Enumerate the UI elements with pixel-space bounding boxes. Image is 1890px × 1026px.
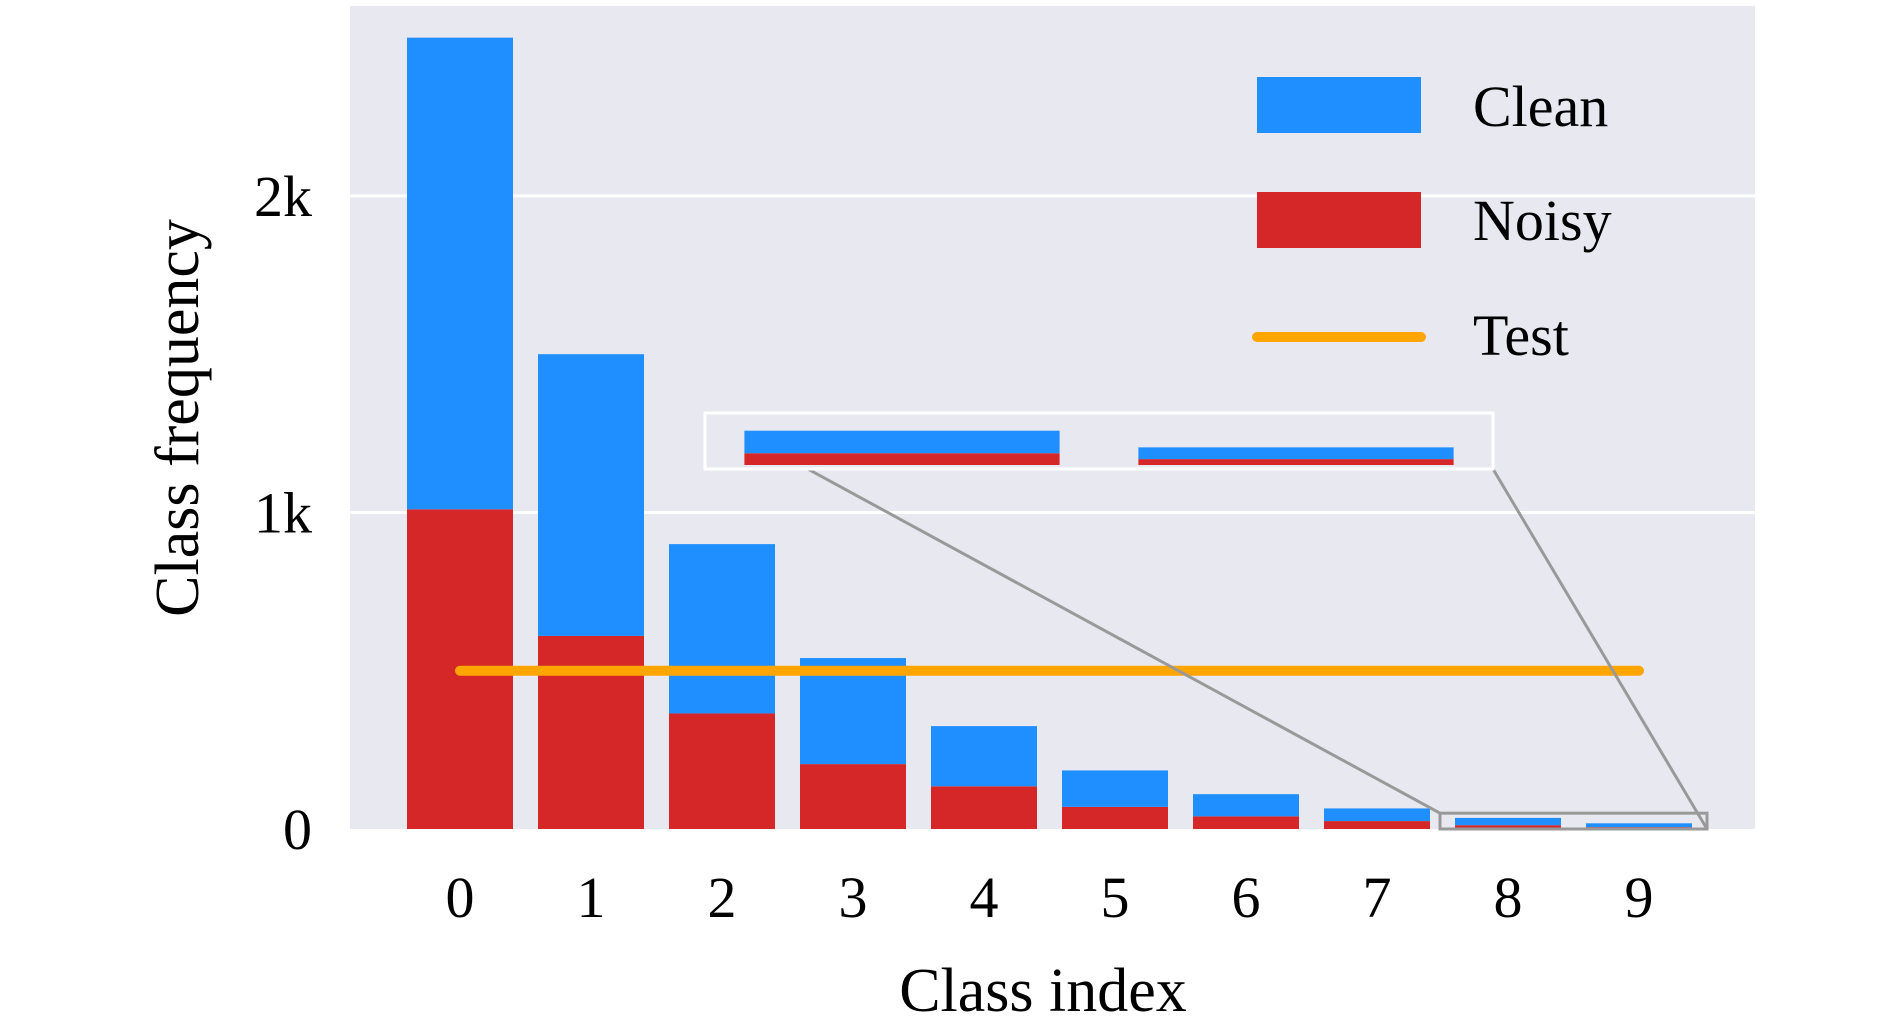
bar-clean-6 [1193,794,1299,817]
legend-clean-swatch [1257,77,1421,133]
bar-noisy-7 [1324,821,1430,829]
y-tick-2k: 2k [254,164,312,229]
legend-noisy-label: Noisy [1473,188,1612,253]
x-tick-labels: 0 1 2 3 4 5 6 7 8 9 [446,865,1654,930]
y-tick-labels: 0 1k 2k [254,164,312,862]
inset-zoom [703,411,1495,471]
legend: Clean Noisy Test [1252,74,1612,368]
bar-noisy-4 [931,786,1037,829]
inset-connectors [704,411,1709,830]
zoom-source-box [1438,811,1709,831]
legend-clean-label: Clean [1473,74,1608,139]
x-tick-2: 2 [708,865,737,930]
bar-clean-4 [931,726,1037,787]
inset-bar-noisy-9 [1138,459,1454,465]
inset-bar-clean-9 [1138,447,1454,460]
zoom-source-region [1438,811,1709,831]
bar-clean-2 [669,544,775,714]
bar-clean-3 [800,658,906,765]
x-tick-1: 1 [577,865,606,930]
y-axis-label: Class frequency [144,219,212,617]
bar-clean-7 [1324,808,1430,822]
y-tick-0: 0 [283,797,312,862]
x-tick-9: 9 [1625,865,1654,930]
x-tick-6: 6 [1232,865,1261,930]
bar-noisy-5 [1062,806,1168,829]
x-tick-5: 5 [1101,865,1130,930]
bar-noisy-1 [538,635,644,829]
legend-noisy-swatch [1257,192,1421,248]
x-axis-label: Class index [899,957,1187,1025]
bar-clean-5 [1062,770,1168,807]
bar-clean-9 [1586,823,1692,828]
inset-connector-right [1491,468,1709,830]
legend-test-label: Test [1473,303,1569,368]
x-tick-3: 3 [839,865,868,930]
bar-clean-0 [407,37,513,510]
inset-bar-clean-8 [744,430,1060,454]
x-tick-0: 0 [446,865,475,930]
y-tick-1k: 1k [254,480,312,545]
x-tick-8: 8 [1494,865,1523,930]
bar-noisy-3 [800,764,906,829]
x-tick-7: 7 [1363,865,1392,930]
bar-clean-8 [1455,817,1561,826]
bar-noisy-6 [1193,816,1299,829]
bar-noisy-8 [1455,825,1561,829]
bar-clean-1 [538,354,644,636]
x-tick-4: 4 [970,865,999,930]
inset-connector-left [704,411,1441,815]
inset-bar-noisy-8 [744,453,1060,465]
bar-noisy-2 [669,713,775,829]
